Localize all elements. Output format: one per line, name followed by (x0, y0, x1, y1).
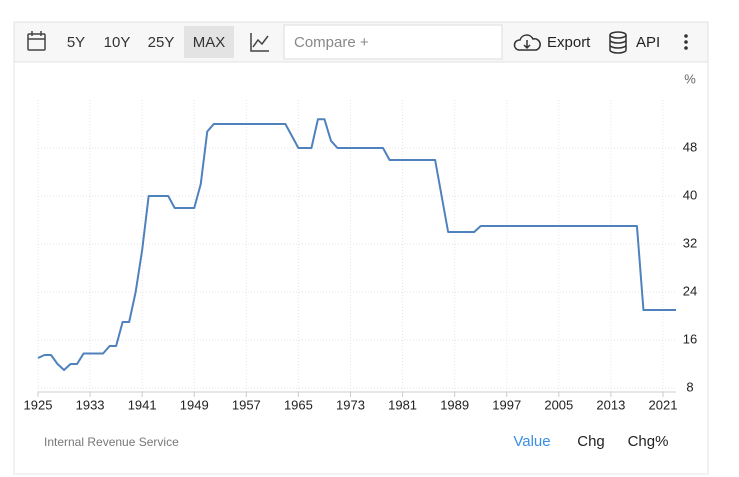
x-tick-label: 2021 (649, 397, 678, 412)
line (37, 118, 676, 371)
chart-type-icon[interactable] (250, 33, 269, 52)
x-tick-label: 1925 (24, 397, 53, 412)
api-icon[interactable] (609, 31, 627, 54)
export-icon[interactable] (513, 34, 541, 51)
y-tick-label: 8 (686, 379, 693, 394)
compare-placeholder: Compare + (294, 34, 369, 51)
x-tick-label: 1989 (440, 397, 469, 412)
y-tick-label: 32 (683, 235, 697, 250)
y-tick-label: 40 (683, 187, 697, 202)
source: Internal Revenue Service (44, 435, 179, 449)
active-range (184, 26, 234, 58)
range-button[interactable]: 10Y (104, 34, 131, 51)
y-tick-label: 24 (683, 283, 697, 298)
x-tick-label: 1997 (492, 397, 521, 412)
plot: 8 16 24 32 40 48 1925 1933 1941 1949 1957 1965 1973 1… (24, 100, 697, 412)
export-button[interactable]: Export (547, 34, 591, 51)
compare-input[interactable] (283, 24, 503, 60)
api-button[interactable]: API (636, 34, 660, 51)
range-button[interactable]: 25Y (148, 34, 175, 51)
x-tick-label: 2013 (596, 397, 625, 412)
x-tick-label: 1949 (180, 397, 209, 412)
x-tick-label: 2005 (544, 397, 573, 412)
x-tick-label: 1941 (128, 397, 157, 412)
x-tick-label: 1933 (76, 397, 105, 412)
range-button[interactable]: MAX (193, 34, 226, 51)
y-tick-label: 16 (683, 331, 697, 346)
y-tick-label: 48 (683, 139, 697, 154)
x-tick-label: 1957 (232, 397, 261, 412)
range-button[interactable]: 5Y (67, 34, 85, 51)
x-tick-label: 1981 (388, 397, 417, 412)
tab[interactable]: Chg% (628, 433, 669, 450)
more-menu[interactable] (684, 34, 688, 50)
tab[interactable]: Chg (577, 433, 605, 450)
tab[interactable]: Value (513, 433, 550, 450)
calendar-icon[interactable] (27, 31, 46, 51)
x-tick-label: 1965 (284, 397, 313, 412)
y-unit: % (684, 71, 696, 86)
x-tick-label: 1973 (336, 397, 365, 412)
panel (13, 21, 709, 475)
